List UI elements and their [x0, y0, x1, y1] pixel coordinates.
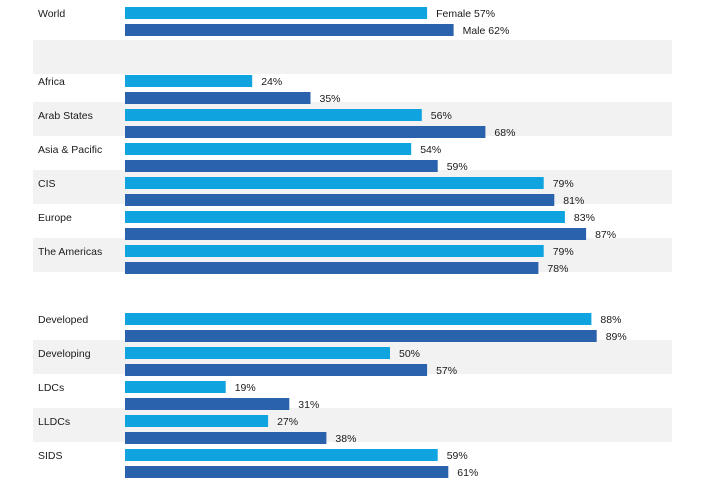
category-label-africa: Africa — [38, 76, 65, 88]
value-label-male-asia-and-pacific: 59% — [447, 161, 468, 173]
value-label-female-arab-states: 56% — [431, 110, 452, 122]
value-label-male-lldcs: 38% — [335, 433, 356, 445]
bar-female-asia-and-pacific — [125, 143, 412, 155]
bar-male-lldcs — [125, 432, 327, 444]
value-label-male-developing: 57% — [436, 365, 457, 377]
value-label-female-europe: 83% — [574, 212, 595, 224]
value-label-female-developed: 88% — [600, 314, 621, 326]
category-label-lldcs: LLDCs — [38, 416, 70, 428]
value-label-male-the-americas: 78% — [547, 263, 568, 275]
bar-male-africa — [125, 92, 311, 104]
value-label-female-lldcs: 27% — [277, 416, 298, 428]
bar-male-developed — [125, 330, 597, 342]
bar-female-developing — [125, 347, 390, 359]
category-label-developed: Developed — [38, 314, 88, 326]
value-label-female-sids: 59% — [447, 450, 468, 462]
bar-female-europe — [125, 211, 565, 223]
bar-male-arab-states — [125, 126, 486, 138]
value-label-male-arab-states: 68% — [494, 127, 515, 139]
bar-male-the-americas — [125, 262, 539, 274]
bar-male-developing — [125, 364, 428, 376]
bar-female-the-americas — [125, 245, 544, 257]
category-label-cis: CIS — [38, 178, 56, 190]
bar-female-ldcs — [125, 381, 226, 393]
bar-male-asia-and-pacific — [125, 160, 438, 172]
bar-male-cis — [125, 194, 555, 206]
value-label-male-ldcs: 31% — [298, 399, 319, 411]
bar-female-cis — [125, 177, 544, 189]
category-label-europe: Europe — [38, 212, 72, 224]
value-label-male-world: Male 62% — [463, 25, 510, 37]
bar-female-arab-states — [125, 109, 422, 121]
category-label-arab-states: Arab States — [38, 110, 93, 122]
value-label-male-europe: 87% — [595, 229, 616, 241]
category-label-ldcs: LDCs — [38, 382, 64, 394]
bar-female-sids — [125, 449, 438, 461]
bar-male-sids — [125, 466, 449, 478]
bar-male-europe — [125, 228, 587, 240]
category-label-developing: Developing — [38, 348, 91, 360]
value-label-male-sids: 61% — [457, 467, 478, 479]
bar-female-developed — [125, 313, 592, 325]
category-label-world: World — [38, 8, 65, 20]
group-separator-band — [33, 40, 672, 74]
bar-male-world — [125, 24, 454, 36]
bar-female-lldcs — [125, 415, 269, 427]
category-label-asia-and-pacific: Asia & Pacific — [38, 144, 102, 156]
value-label-female-asia-and-pacific: 54% — [420, 144, 441, 156]
bar-female-world — [125, 7, 428, 19]
value-label-female-africa: 24% — [261, 76, 282, 88]
bar-female-africa — [125, 75, 253, 87]
value-label-female-ldcs: 19% — [235, 382, 256, 394]
value-label-female-developing: 50% — [399, 348, 420, 360]
category-label-the-americas: The Americas — [38, 246, 102, 258]
value-label-female-the-americas: 79% — [553, 246, 574, 258]
value-label-female-cis: 79% — [553, 178, 574, 190]
value-label-male-africa: 35% — [320, 93, 341, 105]
value-label-male-cis: 81% — [563, 195, 584, 207]
value-label-male-developed: 89% — [606, 331, 627, 343]
bar-male-ldcs — [125, 398, 290, 410]
category-label-sids: SIDS — [38, 450, 63, 462]
value-label-female-world: Female 57% — [436, 8, 495, 20]
